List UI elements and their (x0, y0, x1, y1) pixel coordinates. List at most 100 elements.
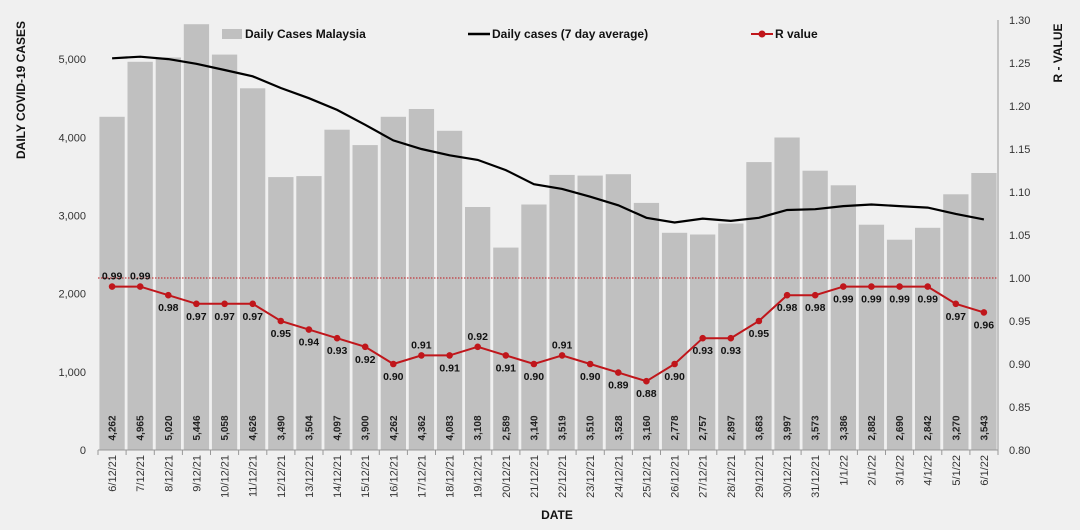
x-tick-label: 11/12/21 (248, 455, 260, 497)
bar-value-label: 4,262 (108, 415, 119, 440)
bar-value-label: 2,589 (501, 415, 512, 440)
r-value-label: 0.92 (355, 354, 376, 366)
r-value-label: 0.91 (411, 339, 432, 351)
y-tick-label: 3,000 (58, 211, 86, 223)
bar-value-label: 2,778 (670, 415, 681, 440)
bar-value-label: 3,160 (642, 415, 653, 440)
r-value-point (390, 360, 397, 368)
r-value-line (112, 285, 985, 383)
bar-value-label: 5,058 (220, 415, 231, 440)
r-value-point (446, 352, 453, 359)
x-tick-label: 1/1/22 (838, 455, 850, 486)
r-value-point (418, 352, 425, 359)
bar (240, 88, 266, 451)
r-value-point (502, 352, 510, 359)
bar (802, 170, 828, 450)
bar (352, 145, 378, 450)
r-value-point (615, 369, 622, 376)
x-tick-label: 9/12/21 (191, 455, 203, 492)
r-value-label: 0.99 (917, 294, 938, 306)
r-value-point (643, 377, 650, 385)
x-tick-label: 15/12/21 (360, 455, 372, 498)
bar (577, 175, 603, 450)
r-value-point (671, 360, 678, 368)
bar (127, 61, 153, 451)
r-value-point (868, 283, 875, 290)
r-value-label: 0.99 (130, 271, 151, 283)
bar (605, 174, 631, 450)
r-value-point (221, 300, 228, 308)
r-value-label: 0.89 (608, 380, 629, 392)
bar (943, 194, 969, 450)
x-tick-label: 24/12/21 (613, 455, 625, 498)
y2-tick-label: 0.80 (1009, 445, 1030, 457)
bar-value-label: 3,270 (951, 415, 962, 440)
r-value-point (924, 283, 931, 290)
bar-value-label: 2,897 (726, 415, 737, 440)
bar-value-label: 5,020 (164, 415, 175, 440)
r-value-label: 0.94 (299, 337, 320, 349)
r-value-point (108, 283, 116, 290)
bar (296, 176, 322, 450)
r-value-label: 0.90 (580, 371, 601, 383)
bar-value-label: 4,626 (248, 415, 259, 440)
x-tick-label: 26/12/21 (670, 455, 682, 498)
bar (830, 185, 856, 451)
r-value-label: 0.97 (946, 311, 967, 323)
y2-tick-label: 1.15 (1009, 144, 1030, 156)
x-tick-label: 13/12/21 (304, 455, 316, 498)
r-value-label: 0.93 (327, 345, 348, 357)
y2-tick-label: 1.30 (1009, 15, 1030, 27)
bar-value-label: 4,097 (333, 415, 344, 440)
x-tick-label: 8/12/21 (163, 455, 175, 492)
r-value-label: 0.93 (721, 345, 742, 357)
x-tick-label: 5/1/22 (951, 455, 963, 486)
bar-value-label: 3,490 (276, 415, 287, 440)
bar-value-label: 2,757 (698, 415, 709, 440)
bar (436, 130, 463, 451)
bar (155, 57, 181, 450)
x-tick-label: 6/12/21 (107, 455, 119, 492)
y2-axis-title: R - VALUE (1051, 23, 1065, 82)
y2-tick-label: 1.10 (1009, 187, 1030, 199)
r-value-label: 0.98 (805, 302, 826, 314)
x-tick-label: 7/12/21 (135, 455, 147, 492)
r-value-point (277, 317, 285, 325)
bar-value-label: 3,510 (586, 415, 597, 440)
r-value-point (755, 317, 763, 325)
bar-value-label: 3,997 (783, 415, 794, 440)
x-tick-label: 14/12/21 (332, 455, 344, 498)
bar (465, 207, 491, 450)
r-value-label: 0.88 (636, 388, 657, 400)
bar (886, 239, 913, 450)
bar (858, 224, 885, 450)
y2-tick-label: 0.85 (1009, 402, 1030, 414)
y-tick-label: 0 (80, 445, 86, 457)
r-value-label: 0.97 (242, 311, 263, 323)
x-axis-title: DATE (541, 508, 573, 522)
r-value-point (699, 334, 706, 342)
r-value-point (980, 309, 988, 316)
r-value-label: 0.99 (861, 294, 882, 306)
bar-value-label: 3,140 (529, 415, 540, 440)
bar-value-label: 4,965 (136, 415, 147, 440)
x-tick-label: 31/12/21 (810, 455, 822, 498)
bar (408, 109, 435, 450)
r-value-point (136, 283, 144, 290)
bar-value-label: 3,519 (558, 415, 569, 440)
bar (549, 174, 575, 450)
average-line (112, 55, 985, 224)
bar (746, 162, 772, 450)
y2-tick-label: 1.05 (1009, 230, 1030, 242)
bar-value-label: 2,882 (867, 415, 878, 440)
bar (633, 202, 660, 450)
legend-marker-r (758, 30, 766, 38)
r-value-point (840, 283, 847, 290)
bar-series: 4,262 4,965 5,020 5,446 5,058 4,626 3,490 3,504… (99, 24, 997, 451)
bar-value-label: 4,362 (417, 415, 428, 440)
r-value-label: 0.99 (889, 294, 910, 306)
r-value-group: 0.99 0.99 0.98 0.97 0.97 0.97 0.95 0.94 0.93 0.92… (102, 271, 994, 401)
r-value-label: 0.95 (749, 328, 770, 340)
r-value-point (193, 300, 200, 308)
